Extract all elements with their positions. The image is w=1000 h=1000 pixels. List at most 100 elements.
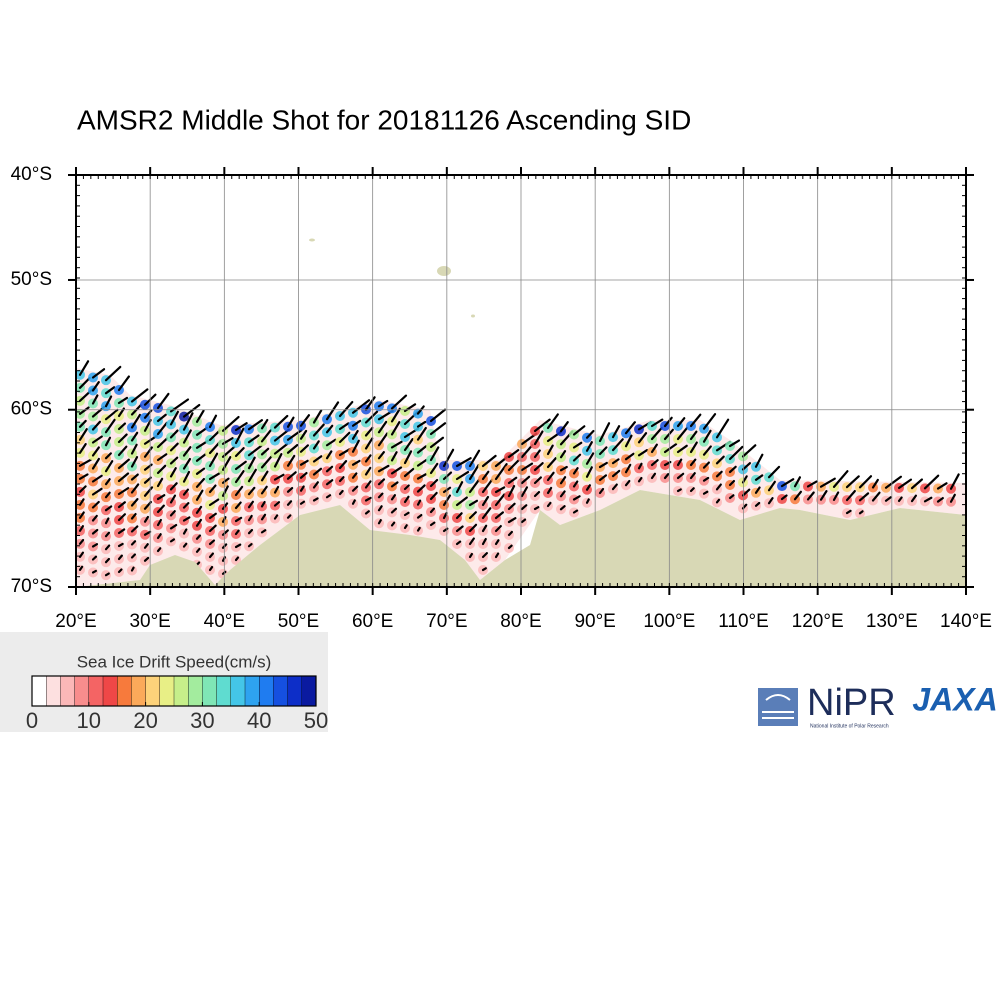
drift-vector	[624, 479, 631, 487]
drift-vector	[182, 429, 192, 444]
drift-vector	[117, 568, 123, 574]
drift-vector	[221, 477, 230, 484]
drift-vector	[507, 484, 516, 498]
drift-vector	[455, 457, 472, 468]
drift-vector	[273, 473, 285, 481]
drift-vector	[286, 514, 292, 519]
drift-vector	[624, 452, 635, 461]
drift-vector	[481, 524, 488, 533]
drift-vector	[169, 410, 180, 426]
drift-vector	[208, 565, 214, 572]
drift-vector	[403, 438, 414, 452]
drift-vector	[546, 471, 555, 482]
lon-label: 140°E	[940, 611, 992, 632]
drift-vector	[455, 540, 462, 546]
drift-vector	[130, 498, 139, 507]
drift-vector	[624, 463, 632, 474]
drift-vector	[117, 458, 130, 470]
drift-vector	[91, 394, 99, 405]
colorbar-swatch	[244, 675, 260, 707]
drift-vector	[169, 494, 177, 504]
drift-vector	[702, 461, 710, 469]
drift-vector	[559, 476, 567, 485]
drift-vector	[169, 442, 179, 452]
colorbar-tick-label: 0	[26, 708, 38, 733]
drift-vector	[741, 462, 752, 471]
drift-vector	[715, 483, 722, 491]
drift-vector	[78, 565, 84, 571]
drift-vector	[819, 490, 828, 501]
drift-vector	[299, 471, 308, 479]
drift-vector	[260, 529, 267, 534]
drift-vector	[741, 488, 751, 497]
drift-vector	[507, 449, 520, 459]
drift-vector	[260, 513, 267, 521]
drift-vector	[494, 525, 502, 533]
drift-vector	[741, 444, 757, 458]
drift-vector	[702, 476, 710, 482]
drift-vector	[156, 533, 162, 540]
drift-vector	[429, 422, 447, 436]
drift-vector	[585, 484, 592, 491]
drift-vector	[533, 491, 541, 498]
drift-vector	[338, 476, 345, 483]
drift-vector	[130, 553, 137, 559]
drift-vector	[637, 476, 643, 483]
drift-vector	[832, 470, 849, 488]
drift-vector	[260, 428, 273, 443]
drift-vector	[234, 516, 243, 523]
drift-vector	[429, 507, 436, 514]
drift-vector	[117, 375, 130, 392]
drift-vector	[221, 485, 229, 497]
drift-vector	[91, 543, 99, 548]
colorbar-swatch	[145, 675, 161, 707]
drift-vector	[377, 505, 383, 512]
drift-vector	[325, 450, 333, 460]
drift-vector	[624, 421, 636, 435]
drift-vector	[312, 481, 319, 489]
drift-vector	[169, 523, 178, 530]
drift-vector	[195, 477, 206, 488]
drift-vector	[156, 453, 168, 462]
drift-vector	[130, 483, 140, 494]
drift-vector	[195, 453, 207, 462]
drift-vector	[676, 444, 688, 454]
drift-vector	[273, 485, 280, 494]
drift-vector	[169, 429, 179, 439]
drift-vector	[689, 458, 697, 467]
drift-vector	[585, 498, 590, 504]
colorbar-swatch	[216, 675, 232, 707]
drift-vector	[676, 426, 689, 441]
drift-vector	[156, 464, 167, 475]
drift-vector	[936, 496, 944, 503]
lon-label: 30°E	[129, 611, 170, 632]
island	[309, 238, 315, 242]
drift-vector	[351, 472, 358, 479]
lon-label: 40°E	[204, 611, 245, 632]
drift-vector	[91, 569, 97, 574]
drift-vector	[247, 419, 263, 431]
drift-vector	[143, 530, 152, 536]
drift-vector	[299, 459, 309, 466]
drift-vector	[390, 451, 398, 462]
drift-vector	[585, 441, 593, 452]
drift-vector	[429, 408, 447, 423]
drift-vector	[780, 478, 795, 488]
drift-vector	[104, 452, 112, 460]
drift-vector	[182, 542, 188, 548]
drift-vector	[286, 443, 299, 454]
drift-vector	[195, 426, 208, 436]
drift-vector	[520, 518, 527, 524]
drift-vector	[793, 490, 802, 501]
drift-vector	[442, 471, 453, 481]
drift-vector	[91, 528, 99, 535]
drift-vector	[260, 470, 269, 482]
drift-vector	[403, 495, 410, 504]
drift-vector	[221, 445, 236, 458]
colorbar-swatch	[31, 675, 47, 707]
drift-vector	[910, 478, 924, 490]
drift-vector	[338, 431, 351, 444]
drift-vector	[598, 422, 611, 443]
drift-vector	[533, 476, 542, 485]
drift-vector	[403, 524, 408, 530]
